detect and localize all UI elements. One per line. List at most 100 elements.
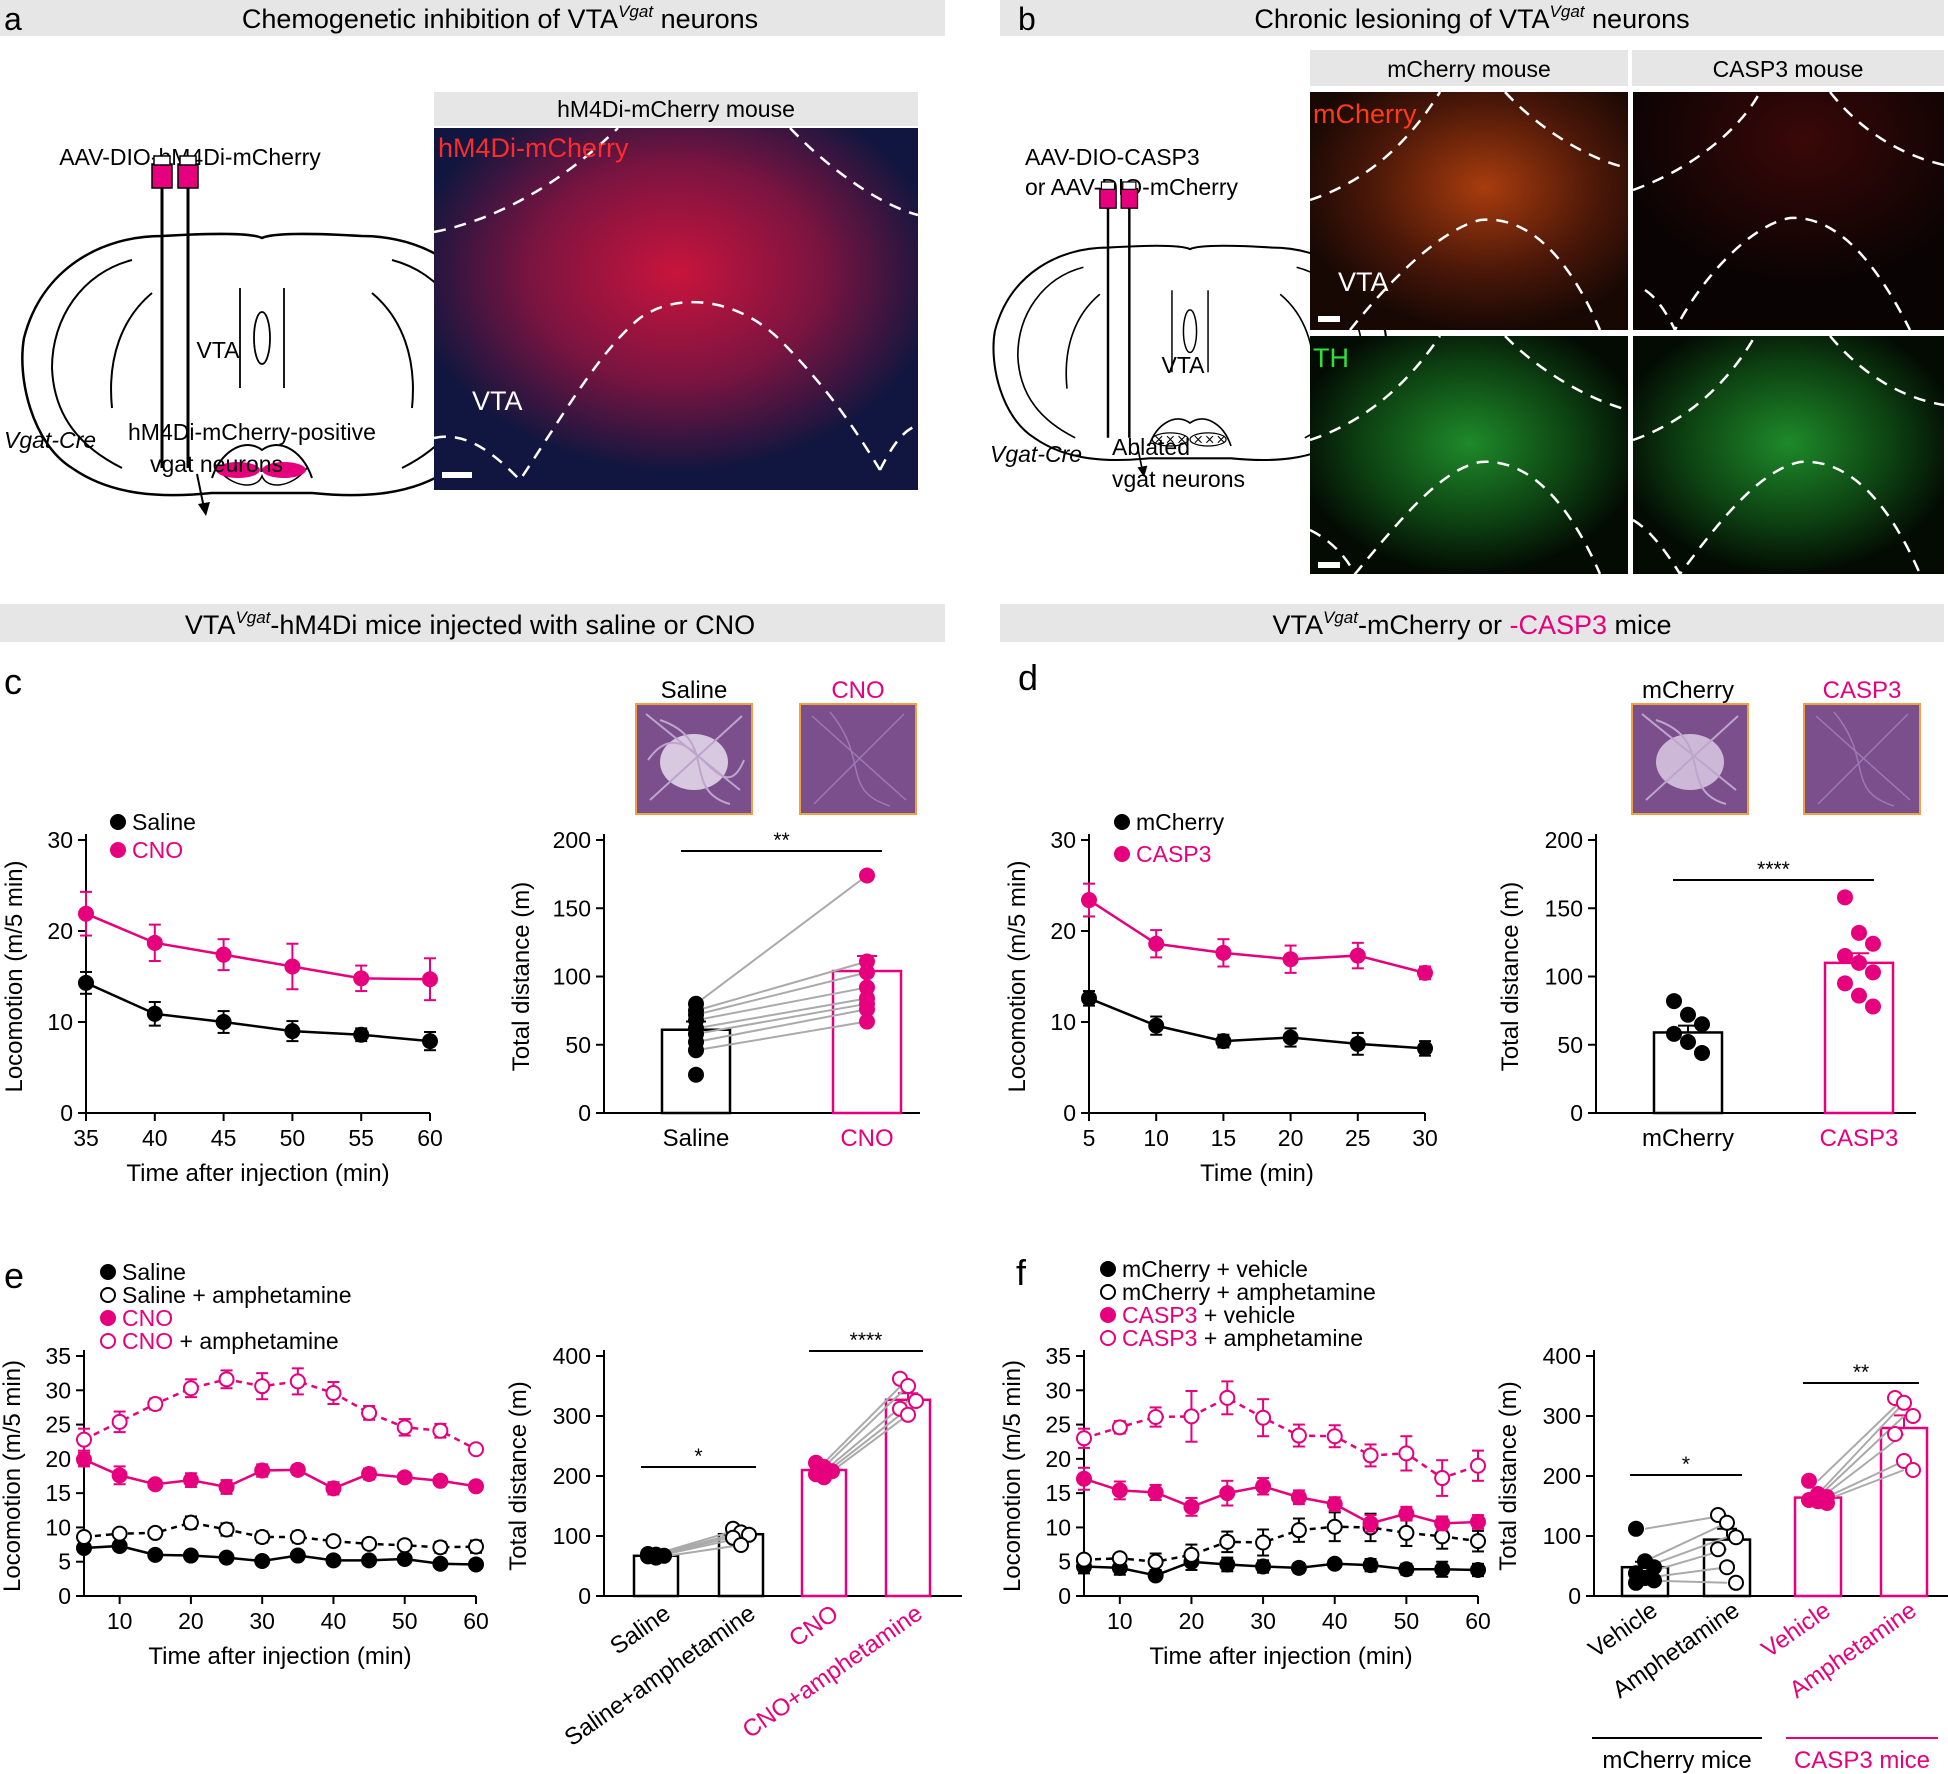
legend-marker bbox=[110, 814, 126, 830]
chart-f-line: 10 20 30 40 50 60 0 5 10 15 20 25 30 35 Time after inj… bbox=[999, 1256, 1491, 1670]
data-point bbox=[1470, 1533, 1486, 1550]
data-point bbox=[289, 1529, 306, 1546]
data-point bbox=[1362, 1447, 1379, 1464]
y-tick-label: 20 bbox=[45, 1446, 71, 1472]
data-dot bbox=[908, 1393, 924, 1409]
legend-label: CASP3 + vehicle bbox=[1122, 1302, 1295, 1328]
panel-a: a Chemogenetic inhibition of VTAVgat neu… bbox=[0, 0, 945, 516]
y-tick-label: 25 bbox=[1045, 1412, 1071, 1438]
y-tick-label: 400 bbox=[1543, 1343, 1581, 1369]
paired-line bbox=[695, 971, 868, 1016]
paired-line bbox=[823, 1408, 909, 1475]
series-line bbox=[83, 1521, 477, 1549]
data-point bbox=[1076, 1551, 1092, 1568]
panel-c-trace-saline: Saline bbox=[635, 677, 753, 815]
y-tick-label: 150 bbox=[553, 895, 591, 921]
x-tick-label: 35 bbox=[73, 1125, 99, 1151]
panel-e-letter: e bbox=[4, 1255, 24, 1296]
header-d-title: VTAVgat-mCherry or -CASP3 mice bbox=[1272, 608, 1671, 640]
legend-marker bbox=[1114, 814, 1130, 830]
x-tick-label: 45 bbox=[211, 1125, 237, 1151]
x-tick-label: 30 bbox=[1250, 1608, 1276, 1634]
data-point bbox=[432, 1555, 449, 1572]
bar bbox=[1793, 1496, 1843, 1598]
data-point bbox=[182, 1472, 199, 1489]
data-point bbox=[78, 974, 94, 991]
data-point bbox=[1215, 1033, 1232, 1050]
bar bbox=[884, 1398, 932, 1598]
data-point bbox=[146, 1005, 163, 1022]
data-point bbox=[218, 1478, 235, 1495]
panel-a-micrograph: hM4Di-mCherry VTA bbox=[433, 127, 919, 490]
data-point bbox=[284, 958, 301, 975]
y-tick-label: 0 bbox=[1568, 1583, 1581, 1609]
series-line bbox=[1088, 997, 1426, 1050]
data-point bbox=[1219, 1556, 1236, 1573]
y-tick-label: 100 bbox=[1543, 1523, 1581, 1549]
data-dot bbox=[1694, 1044, 1710, 1061]
data-dot bbox=[1837, 948, 1853, 965]
legend-marker bbox=[100, 1333, 116, 1349]
data-point bbox=[1470, 1561, 1486, 1578]
y-tick-label: 50 bbox=[565, 1032, 591, 1058]
data-dot bbox=[1719, 1514, 1735, 1531]
data-dot bbox=[900, 1406, 916, 1423]
panel-f-group2-label: CASP3 mice bbox=[1794, 1747, 1930, 1774]
data-point bbox=[1111, 1419, 1128, 1436]
y-tick-label: 400 bbox=[553, 1343, 591, 1369]
x-tick-label: 5 bbox=[1083, 1125, 1096, 1151]
series-line bbox=[83, 1544, 477, 1566]
y-tick-label: 10 bbox=[1045, 1514, 1071, 1540]
panel-b-cells-line2: vgat neurons bbox=[1112, 466, 1245, 492]
data-point bbox=[1081, 990, 1097, 1007]
y-tick-label: 200 bbox=[1543, 1463, 1581, 1489]
legend-marker bbox=[100, 1310, 116, 1326]
chart-e-line: 10 20 30 40 50 60 0 5 10 15 20 25 30 35 Time after inj… bbox=[0, 1259, 489, 1670]
x-tick-label: 40 bbox=[321, 1608, 347, 1634]
data-point bbox=[1219, 1533, 1236, 1550]
data-dot bbox=[1680, 1034, 1696, 1051]
data-dot bbox=[1851, 987, 1867, 1004]
data-point bbox=[468, 1441, 484, 1458]
y-axis-label: Total distance (m) bbox=[1497, 882, 1524, 1071]
series-line bbox=[1088, 899, 1426, 975]
data-point bbox=[218, 1549, 235, 1566]
panel-b-col2-header: CASP3 mouse bbox=[1713, 56, 1864, 82]
paired-line bbox=[823, 1378, 909, 1464]
x-tick-label: 10 bbox=[1107, 1608, 1133, 1634]
data-point bbox=[361, 1465, 378, 1482]
panel-a-cells-line1: hM4Di-mCherry-positive bbox=[128, 419, 376, 445]
legend-label: mCherry + amphetamine bbox=[1122, 1279, 1376, 1305]
panel-b-col2-bar bbox=[1632, 50, 1944, 86]
panel-b-cells-line1: Ablated bbox=[1112, 434, 1190, 460]
data-dot bbox=[1628, 1574, 1644, 1591]
data-dot bbox=[1896, 1394, 1912, 1411]
data-point bbox=[182, 1380, 199, 1397]
y-tick-label: 200 bbox=[1545, 827, 1583, 853]
y-axis-label: Locomotion (m/5 min) bbox=[1004, 860, 1031, 1092]
x-axis-label: Time after injection (min) bbox=[126, 1160, 389, 1187]
category-label: CNO bbox=[784, 1600, 843, 1653]
legend-marker bbox=[1114, 846, 1130, 862]
y-axis-label: Locomotion (m/5 min) bbox=[0, 1360, 26, 1592]
significance-label: * bbox=[694, 1445, 702, 1468]
y-tick-label: 10 bbox=[1050, 1009, 1076, 1035]
significance-label: ** bbox=[1853, 1361, 1869, 1384]
data-point bbox=[396, 1537, 413, 1554]
panel-b-virus-line1: AAV-DIO-CASP3 bbox=[1025, 144, 1200, 170]
legend-marker bbox=[1100, 1307, 1116, 1323]
data-point bbox=[78, 905, 94, 922]
legend-label: CNO bbox=[122, 1305, 173, 1331]
data-point bbox=[422, 971, 438, 988]
x-tick-label: 20 bbox=[1278, 1125, 1304, 1151]
data-dot bbox=[1851, 954, 1867, 971]
data-point bbox=[1362, 1557, 1379, 1574]
panel-b: b Chronic lesioning of VTAVgat neurons A… bbox=[990, 0, 1945, 577]
bar bbox=[800, 1468, 848, 1598]
data-point bbox=[1290, 1489, 1307, 1506]
y-tick-label: 15 bbox=[45, 1480, 71, 1506]
data-point bbox=[1111, 1482, 1128, 1499]
data-dot bbox=[1865, 935, 1881, 952]
data-point bbox=[1282, 1029, 1299, 1046]
